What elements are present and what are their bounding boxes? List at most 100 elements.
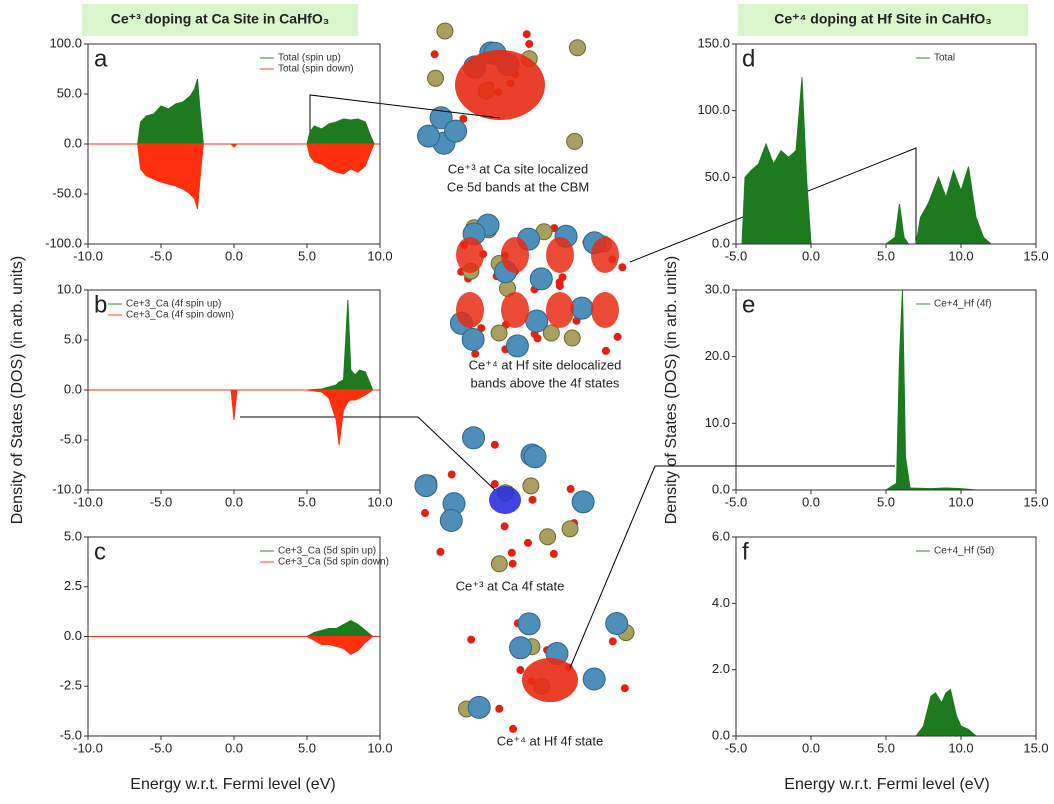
- y-tick-label: 5.0: [64, 331, 82, 346]
- atom: [471, 349, 480, 358]
- legend-label: Total: [934, 53, 955, 64]
- panel: -10.0 -5.0 0.0 5.0 10.0-5.0-2.50.02.55.0c Ce+…: [60, 528, 393, 755]
- x-tick-label: 15.0: [1023, 494, 1048, 509]
- area: [88, 389, 380, 446]
- y-tick-label: -2.5: [60, 678, 82, 693]
- y-tick-label: 0.0: [64, 628, 82, 643]
- x-tick-label: 5.0: [298, 248, 316, 263]
- y-tick-label: 5.0: [64, 528, 82, 543]
- caption: Ce⁺³ at Ca site localized: [448, 161, 589, 176]
- y-tick-label: -10.0: [52, 481, 82, 496]
- panel-letter: e: [742, 291, 755, 318]
- x-tick-label: 0.0: [802, 740, 820, 755]
- atom: [608, 637, 617, 646]
- area: [736, 77, 1036, 245]
- orbital: [591, 237, 619, 273]
- caption: Ce⁺⁴ at Hf 4f state: [497, 733, 603, 748]
- x-tick-label: 0.0: [802, 248, 820, 263]
- atom: [490, 324, 508, 342]
- orbital: [501, 292, 529, 328]
- x-tick-label: 10.0: [367, 248, 392, 263]
- atom: [555, 281, 564, 290]
- orbital: [456, 292, 484, 328]
- y-tick-label: 100.0: [697, 102, 730, 117]
- atom: [601, 346, 610, 355]
- x-tick-label: 10.0: [367, 740, 392, 755]
- x-tick-label: -10.0: [73, 494, 103, 509]
- x-tick-label: 15.0: [1023, 248, 1048, 263]
- x-tick-label: -10.0: [73, 248, 103, 263]
- panel: -5.0 0.0 5.0 10.0 15.00.02.04.06.0f Ce+4_Hf (…: [712, 528, 1049, 755]
- atom: [613, 332, 622, 341]
- plot-frame: [735, 536, 1037, 737]
- atom: [522, 477, 540, 495]
- y-tick-label: 10.0: [705, 415, 730, 430]
- atom: [523, 538, 532, 547]
- area: [88, 620, 380, 637]
- atom: [566, 485, 575, 494]
- x-tick-label: 10.0: [948, 494, 973, 509]
- x-tick-label: -5.0: [150, 248, 172, 263]
- x-tick-label: 10.0: [367, 494, 392, 509]
- atom: [459, 114, 468, 123]
- panel-letter: d: [742, 45, 755, 72]
- orbital: [501, 237, 529, 273]
- header-box: [738, 4, 1028, 36]
- connector: [629, 147, 917, 263]
- y-tick-label: 100.0: [49, 35, 82, 50]
- atom: [566, 132, 584, 150]
- x-tick-label: 10.0: [948, 740, 973, 755]
- y-tick-label: 4.0: [712, 595, 730, 610]
- y-tick-label: -5.0: [60, 727, 82, 742]
- left-title: Ce⁺³ doping at Ca Site in CaHfO₃: [111, 11, 329, 27]
- connectors: [240, 94, 917, 669]
- caption: Ce 5d bands at the CBM: [447, 179, 589, 194]
- connector: [309, 94, 501, 140]
- x-tick-label: 0.0: [225, 740, 243, 755]
- area: [736, 289, 1036, 491]
- atom: [582, 667, 606, 691]
- y-tick-label: 20.0: [705, 348, 730, 363]
- atom: [447, 470, 456, 479]
- atom: [509, 724, 518, 733]
- area: [736, 688, 1036, 737]
- legend-label: Ce+3_Ca (5d spin up): [278, 546, 376, 557]
- atom: [439, 508, 463, 532]
- y-tick-label: 6.0: [712, 528, 730, 543]
- right-title: Ce⁺⁴ doping at Hf Site in CaHfO₃: [774, 11, 992, 27]
- atom: [523, 445, 547, 469]
- panel: -10.0 -5.0 0.0 5.0 10.0 -100.0 -50.0 0.0 50.0 100…: [45, 35, 393, 263]
- y-tick-label: 50.0: [705, 169, 730, 184]
- x-tick-label: 15.0: [1023, 740, 1048, 755]
- header-box: [82, 4, 358, 36]
- area: [88, 143, 380, 210]
- y-tick-label: 150.0: [697, 35, 730, 50]
- legend-label: Ce+4_Hf (5d): [934, 546, 994, 557]
- y-tick-label: -50.0: [52, 185, 82, 200]
- atom: [620, 684, 629, 693]
- atom: [461, 328, 485, 352]
- y-tick-label: 50.0: [57, 85, 82, 100]
- atom: [618, 263, 627, 272]
- atom: [568, 39, 586, 57]
- atom: [509, 636, 533, 660]
- atom: [495, 704, 504, 713]
- x-tick-label: 0.0: [802, 494, 820, 509]
- y-tick-label: 2.5: [64, 578, 82, 593]
- x-tick-label: 5.0: [877, 248, 895, 263]
- atom: [436, 22, 454, 40]
- x-tick-label: -5.0: [725, 248, 747, 263]
- atom: [421, 509, 430, 518]
- panel-letter: f: [742, 538, 749, 565]
- caption: bands above the 4f states: [471, 375, 620, 390]
- atom: [429, 106, 453, 130]
- plot-frame: [735, 289, 1037, 491]
- legend-label: Total (spin up): [278, 53, 341, 64]
- atom: [444, 119, 468, 143]
- orbital: [546, 237, 574, 273]
- caption: Ce⁺⁴ at Hf site delocalized: [469, 357, 622, 372]
- legend-label: Ce+3_Ca (4f spin up): [126, 299, 221, 310]
- x-tick-label: -5.0: [150, 494, 172, 509]
